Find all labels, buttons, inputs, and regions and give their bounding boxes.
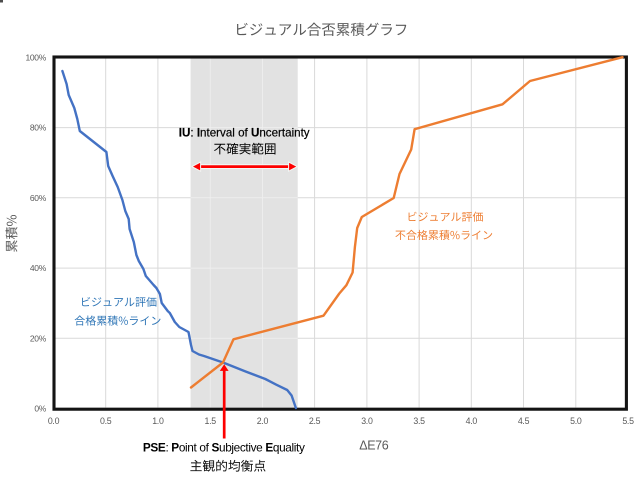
svg-text:0.0: 0.0 — [48, 416, 60, 426]
svg-text:4.5: 4.5 — [518, 416, 530, 426]
svg-text:2.5: 2.5 — [309, 416, 321, 426]
svg-text:3.0: 3.0 — [361, 416, 373, 426]
svg-text:3.5: 3.5 — [413, 416, 425, 426]
svg-text:80%: 80% — [30, 123, 47, 133]
svg-text:20%: 20% — [30, 333, 47, 343]
svg-text:60%: 60% — [30, 193, 47, 203]
svg-text:0.5: 0.5 — [100, 416, 112, 426]
svg-text:5.0: 5.0 — [570, 416, 582, 426]
svg-text:IU: Interval of Uncertainty: IU: Interval of Uncertainty — [179, 126, 310, 139]
svg-text:PSE: Point of Subjective Equal: PSE: Point of Subjective Equality — [143, 440, 305, 454]
svg-text:ΔE76: ΔE76 — [359, 439, 388, 453]
svg-text:2.0: 2.0 — [257, 416, 269, 426]
svg-text:40%: 40% — [30, 263, 47, 273]
svg-text:0%: 0% — [34, 404, 46, 414]
svg-text:1.0: 1.0 — [152, 416, 164, 426]
svg-text:5.5: 5.5 — [622, 416, 634, 426]
svg-text:4.0: 4.0 — [466, 416, 478, 426]
svg-text:100%: 100% — [25, 52, 46, 62]
svg-text:1.5: 1.5 — [205, 416, 217, 426]
